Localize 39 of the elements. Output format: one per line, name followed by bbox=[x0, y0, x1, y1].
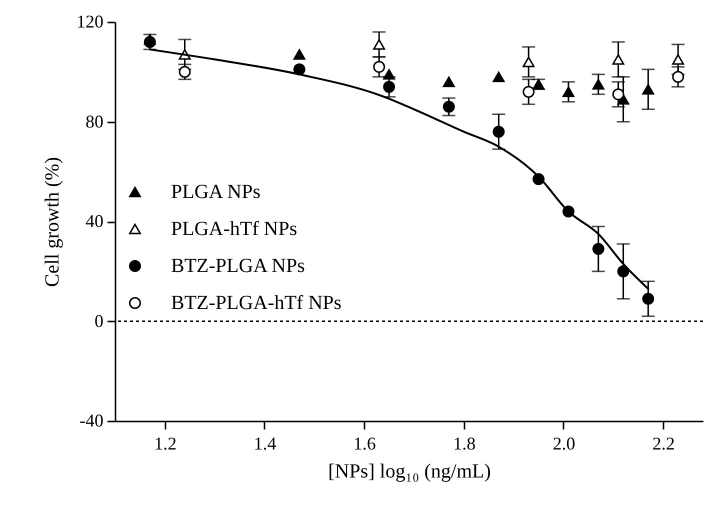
point bbox=[442, 100, 455, 113]
y-tick-label: 40 bbox=[86, 211, 104, 231]
point bbox=[442, 76, 455, 88]
x-tick-label: 2.0 bbox=[552, 434, 576, 454]
point bbox=[592, 79, 604, 90]
y-axis-title: Cell growth (%) bbox=[42, 157, 64, 287]
legend-label: PLGA NPs bbox=[171, 181, 261, 203]
x-tick-label: 2.2 bbox=[652, 434, 675, 454]
point bbox=[492, 126, 505, 138]
point bbox=[672, 54, 684, 65]
point bbox=[672, 70, 684, 83]
y-tick-label: -40 bbox=[80, 410, 104, 430]
point bbox=[383, 80, 396, 93]
point bbox=[178, 66, 191, 78]
point bbox=[373, 60, 386, 73]
y-tick-label: 0 bbox=[94, 310, 104, 331]
point bbox=[293, 63, 306, 76]
point bbox=[293, 49, 306, 60]
legend-label: BTZ-PLGA-hTf NPs bbox=[171, 292, 342, 314]
x-axis-title: [NPs] log₁₀ (ng/mL) bbox=[328, 460, 491, 482]
y-tick-label: 80 bbox=[86, 111, 104, 132]
point bbox=[562, 86, 574, 98]
x-tick-label: 1.4 bbox=[254, 434, 276, 454]
point bbox=[373, 39, 386, 50]
point bbox=[522, 86, 535, 98]
point bbox=[612, 54, 624, 65]
point bbox=[642, 292, 654, 305]
legend-label: BTZ-PLGA NPs bbox=[171, 255, 306, 277]
point bbox=[522, 56, 535, 68]
x-tick-label: 1.2 bbox=[154, 434, 177, 454]
point bbox=[592, 242, 604, 255]
x-tick-label: 1.6 bbox=[353, 434, 376, 454]
y-tick-label: 120 bbox=[76, 12, 104, 32]
point bbox=[642, 84, 654, 95]
point bbox=[612, 88, 624, 100]
x-tick-label: 1.8 bbox=[453, 434, 476, 454]
legend-label: PLGA-hTf NPs bbox=[171, 218, 298, 240]
point bbox=[492, 72, 505, 82]
point bbox=[617, 265, 630, 278]
